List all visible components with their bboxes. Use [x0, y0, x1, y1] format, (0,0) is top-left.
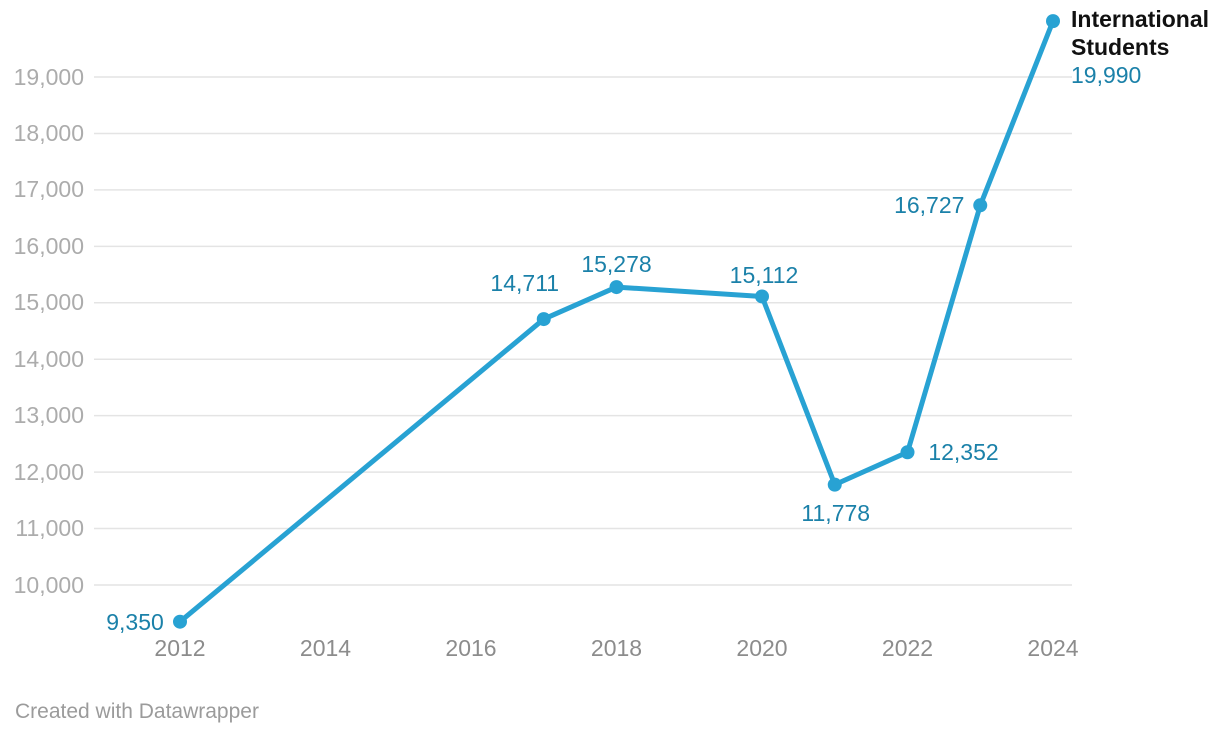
y-axis-tick-label: 16,000 — [13, 232, 84, 259]
y-axis-tick-label: 12,000 — [13, 458, 84, 485]
data-point — [755, 289, 769, 304]
datawrapper-credit-link[interactable]: Created with Datawrapper — [15, 700, 259, 723]
x-axis-tick-label: 2014 — [299, 635, 352, 661]
y-axis-tick-label: 10,000 — [13, 571, 84, 598]
y-axis-tick-label: 11,000 — [15, 515, 84, 542]
y-axis-tick-label: 17,000 — [13, 176, 84, 203]
series-line — [177, 18, 1056, 625]
value-label: 9,350 — [106, 608, 164, 635]
data-point — [536, 312, 551, 327]
x-axis-tick-label: 2012 — [154, 635, 206, 661]
x-axis-tick-label: 2018 — [590, 635, 643, 661]
x-axis-tick-label: 2024 — [1027, 635, 1079, 661]
data-point — [1046, 14, 1060, 29]
value-label: 15,278 — [581, 251, 652, 278]
value-label: 14,711 — [490, 270, 560, 297]
y-axis-tick-label: 14,000 — [13, 345, 84, 372]
data-point — [973, 198, 988, 213]
x-axis-tick-label: 2020 — [736, 635, 788, 661]
x-axis-tick-label: 2022 — [881, 635, 934, 661]
data-point — [900, 445, 915, 460]
y-axis-tick-label: 19,000 — [13, 63, 84, 90]
data-point — [827, 477, 842, 492]
value-label: 12,352 — [928, 439, 999, 466]
y-axis-tick-label: 15,000 — [13, 289, 84, 316]
series-label: International Students — [1071, 6, 1210, 60]
series-final-value: 19,990 — [1071, 62, 1142, 88]
y-axis-tick-label: 18,000 — [13, 119, 84, 146]
value-label: 11,778 — [801, 499, 871, 526]
data-point — [609, 280, 624, 295]
y-axis-tick-label: 13,000 — [13, 402, 84, 429]
value-label: 16,727 — [894, 192, 965, 219]
value-label: 15,112 — [729, 262, 799, 289]
series-legend: International Students 19,990 — [1071, 5, 1220, 89]
data-point — [173, 614, 187, 629]
x-axis-tick-label: 2016 — [445, 635, 497, 661]
